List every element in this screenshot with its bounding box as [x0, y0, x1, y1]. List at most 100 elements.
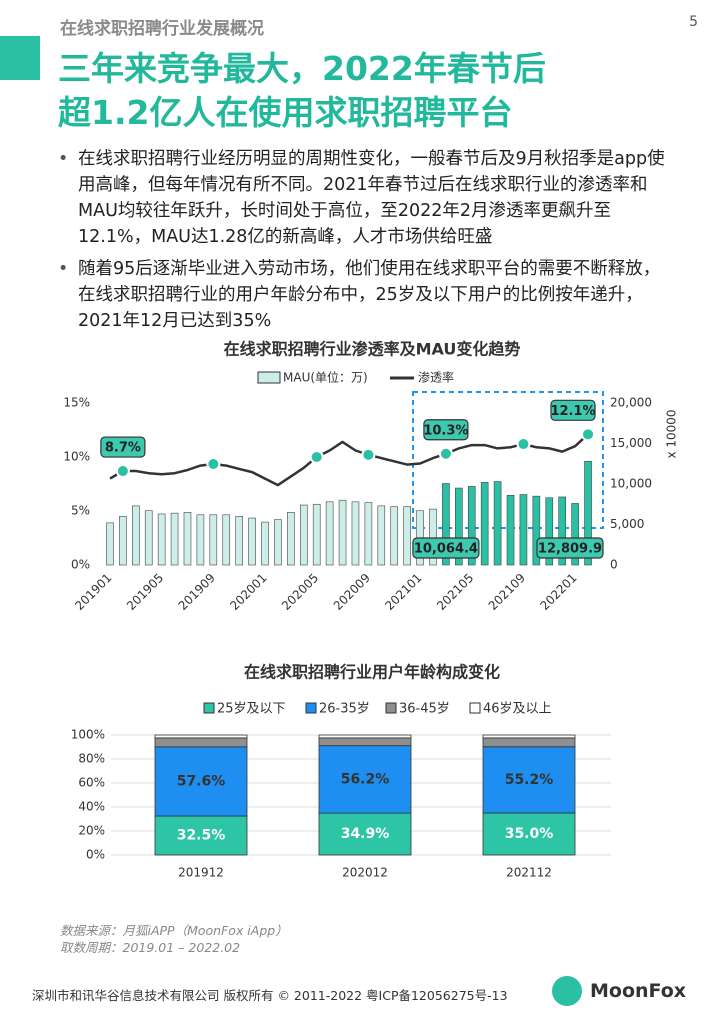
- bar: [467, 486, 476, 566]
- bar: [132, 505, 140, 566]
- x-tick-label: 202001: [227, 571, 269, 613]
- data-label: 10.3%: [423, 423, 468, 438]
- data-label-box: [550, 399, 596, 421]
- y-tick-label: 40%: [78, 800, 105, 814]
- bar: [196, 514, 205, 566]
- bar: [248, 517, 256, 566]
- x-tick-label: 201909: [176, 571, 218, 613]
- bar-segment: [482, 812, 576, 856]
- bar-segment: [154, 746, 248, 817]
- y2-tick-label: 10,000: [610, 477, 652, 491]
- x-tick-label: 202009: [331, 571, 373, 613]
- bar: [571, 503, 579, 566]
- section-title: 在线求职招聘行业发展概况: [60, 19, 264, 39]
- bar: [584, 460, 592, 566]
- bar-segment: [154, 815, 248, 856]
- data-label: 8.7%: [105, 441, 141, 456]
- bar: [119, 516, 127, 566]
- legend-swatch: [305, 702, 317, 714]
- data-label-box: [100, 436, 146, 458]
- bar: [222, 514, 231, 566]
- legend-swatch: [469, 702, 481, 714]
- chart-title: 在线求职招聘行业用户年龄构成变化: [244, 663, 500, 682]
- bar-segment: [318, 734, 412, 739]
- bar: [312, 503, 321, 566]
- bar: [480, 482, 489, 566]
- x-tick-label: 202201: [537, 571, 579, 613]
- bar: [377, 505, 386, 566]
- highlight-box: [412, 391, 604, 529]
- title-line: 三年来竞争最大，2022年春节后: [58, 49, 546, 88]
- bar: [493, 481, 502, 566]
- bar-segment: [482, 746, 576, 814]
- bar: [299, 504, 308, 566]
- data-label: 35.0%: [505, 826, 554, 842]
- data-label: 12,809.9: [538, 542, 602, 557]
- bar: [429, 508, 437, 566]
- bar: [403, 506, 411, 566]
- bar: [106, 522, 114, 566]
- x-tick-label: 202101: [382, 571, 424, 613]
- source-note: 数据来源：月狐iAPP（MoonFox iApp） 取数周期：2019.01 –…: [60, 922, 288, 956]
- x-tick-label: 202005: [279, 571, 321, 613]
- data-label-box: [536, 537, 604, 559]
- bar: [183, 512, 192, 566]
- y-tick-label: 0%: [71, 558, 90, 572]
- y2-axis-label: x 10000: [665, 409, 679, 458]
- footer: 深圳市和讯华谷信息技术有限公司 版权所有 © 2011-2022 粤ICP备12…: [32, 988, 508, 1003]
- line-marker: [206, 457, 221, 472]
- data-label-box: [423, 419, 469, 441]
- bar: [157, 513, 166, 566]
- legend-label: MAU(单位：万): [283, 370, 368, 385]
- y-tick-label: 100%: [71, 728, 105, 742]
- y-tick-label: 0%: [86, 848, 105, 862]
- title-line: 超1.2亿人在使用求职招聘平台: [58, 93, 513, 132]
- y-tick-label: 20%: [78, 824, 105, 838]
- x-tick-label: 201901: [72, 571, 114, 613]
- accent-block: [0, 36, 40, 80]
- source-line: 数据来源：月狐iAPP（MoonFox iApp）: [60, 923, 288, 938]
- x-tick-label: 202109: [486, 571, 528, 613]
- bar: [390, 506, 399, 566]
- y2-tick-label: 0: [610, 558, 618, 572]
- line-marker: [516, 437, 531, 452]
- data-label: 57.6%: [177, 773, 226, 789]
- bar: [455, 487, 463, 566]
- bar-segment: [154, 737, 248, 748]
- line: [109, 433, 589, 487]
- source-line: 取数周期：2019.01 – 2022.02: [60, 940, 241, 955]
- bar-segment: [318, 812, 412, 856]
- line-marker: [309, 450, 324, 464]
- logo-icon: [552, 976, 582, 1006]
- legend-label: 26-35岁: [319, 702, 370, 717]
- bar: [351, 501, 360, 566]
- bar: [287, 512, 295, 566]
- x-tick-label: 202105: [434, 571, 476, 613]
- bar-segment: [482, 734, 576, 739]
- line-marker: [438, 446, 453, 461]
- bar: [274, 519, 282, 566]
- data-label: 12.1%: [550, 404, 595, 419]
- logo: MoonFox: [590, 980, 687, 1002]
- bar: [170, 512, 179, 566]
- bar: [442, 483, 450, 566]
- bar: [519, 494, 528, 566]
- x-tick-label: 202112: [506, 866, 552, 880]
- line-marker: [361, 447, 376, 462]
- bar-segment: [482, 737, 576, 748]
- legend-label: 25岁及以下: [217, 702, 286, 717]
- legend-swatch: [203, 702, 215, 714]
- y-tick-label: 5%: [71, 504, 90, 518]
- bar: [325, 501, 334, 566]
- page-number: 5: [689, 14, 698, 30]
- line-marker: [115, 464, 130, 479]
- y2-tick-label: 15,000: [610, 436, 652, 450]
- bar: [558, 496, 566, 566]
- data-label: 55.2%: [505, 772, 554, 788]
- bar: [506, 495, 515, 566]
- legend-swatch: [257, 371, 281, 384]
- x-tick-label: 202012: [342, 866, 388, 880]
- bar-segment: [318, 737, 412, 747]
